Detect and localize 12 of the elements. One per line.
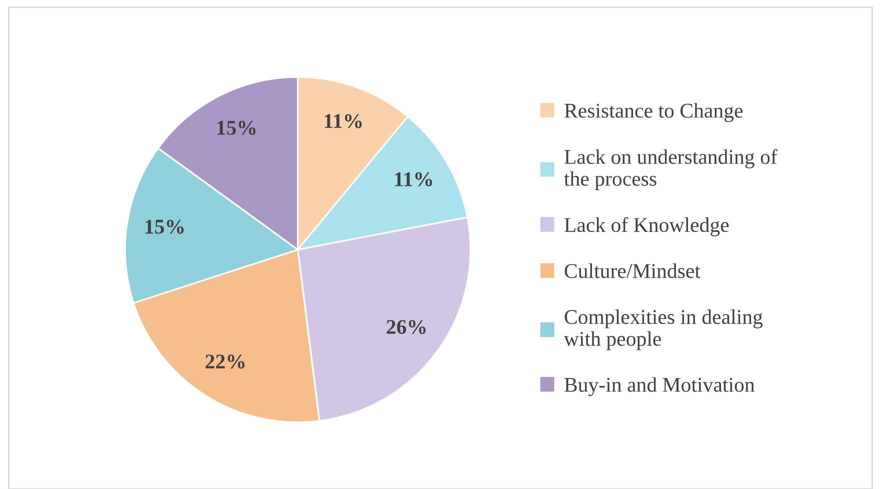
legend-label: Culture/Mindset [564,263,700,278]
data-label: 11% [395,172,432,186]
data-label: 11% [324,114,362,128]
data-label: 15% [217,120,256,135]
data-label: 15% [146,220,184,234]
data-label: 26% [386,320,426,334]
legend-label: Lack of Knowledge [564,217,729,236]
legend-label: Buy-in and Motivation [564,377,755,396]
legend-label: Lack on understanding of the process [564,149,778,190]
legend-label: Resistance to Change [564,103,743,122]
data-label: 22% [206,354,244,369]
legend-label: Complexities in dealing with people [564,309,763,350]
